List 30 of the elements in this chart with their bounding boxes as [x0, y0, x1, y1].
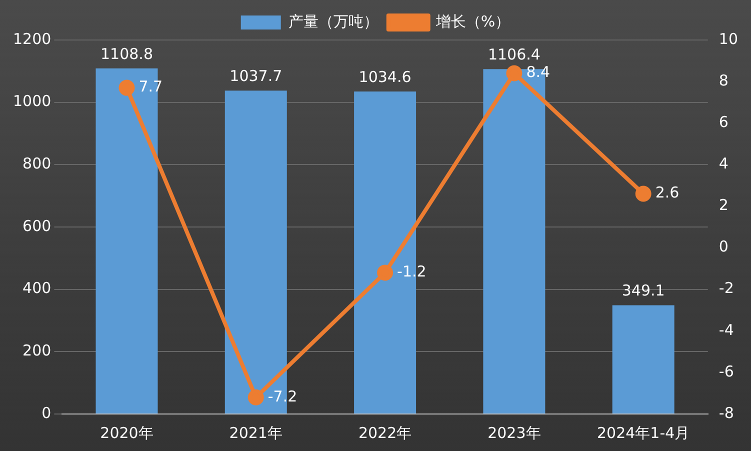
x-tick-label: 2021年 [229, 424, 282, 442]
y2-tick-label: 0 [718, 238, 728, 256]
y-tick-label: 400 [22, 279, 52, 298]
x-tick-label: 2020年 [100, 424, 154, 442]
y-tick-label: 800 [22, 154, 52, 173]
y2-tick-label: -6 [718, 362, 734, 380]
data-label: 1034.6 [358, 68, 412, 86]
y2-tick-label: 10 [718, 30, 738, 48]
data-label: 2.6 [655, 184, 680, 202]
data-label: 1037.7 [230, 66, 282, 85]
y-tick-label: 1200 [12, 30, 52, 48]
data-label: 1108.8 [100, 44, 153, 63]
data-label: 1106.4 [488, 46, 540, 64]
x-tick-label: 2022年 [358, 424, 412, 442]
y2-tick-label: 4 [718, 154, 728, 173]
y-tick-label: 1000 [12, 92, 52, 110]
y-tick-label: 600 [22, 216, 52, 235]
y2-tick-label: 8 [718, 71, 728, 90]
data-label: 349.1 [622, 282, 665, 300]
y2-tick-label: -8 [718, 404, 734, 422]
y2-tick-label: -4 [718, 320, 734, 339]
y2-tick-label: -2 [718, 279, 734, 298]
legend-label: 产量（万吨） [288, 12, 378, 30]
legend-label: 增长（%） [434, 12, 510, 30]
x-tick-label: 2024年1-4月 [596, 424, 690, 442]
y-tick-label: 0 [42, 404, 52, 422]
y-tick-label: 200 [22, 342, 52, 360]
x-tick-label: 2023年 [488, 424, 541, 442]
y2-tick-label: 6 [718, 113, 728, 131]
y2-tick-label: 2 [718, 196, 728, 214]
